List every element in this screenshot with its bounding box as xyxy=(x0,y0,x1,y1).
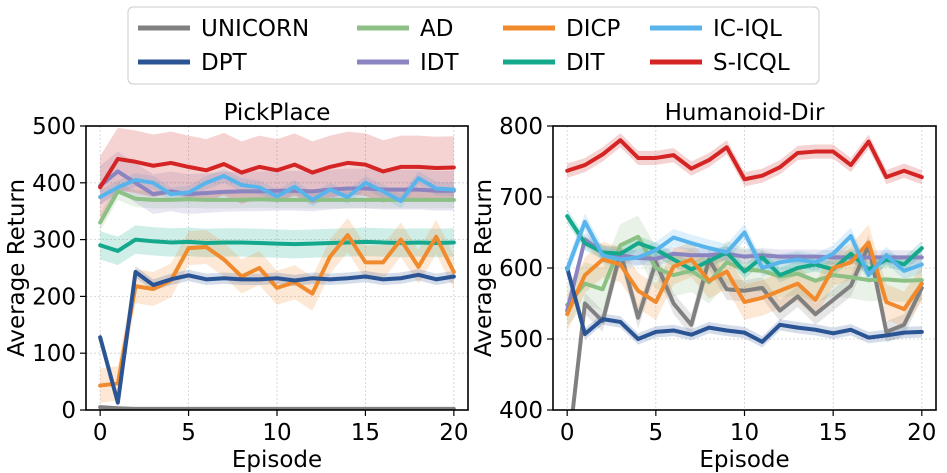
x-tick-label: 5 xyxy=(649,420,664,446)
series-line-ic-iql xyxy=(98,173,456,203)
series-line-dpt xyxy=(565,266,924,344)
series-line-ic-iql xyxy=(565,219,924,278)
pickplace-chart: 0 5 10 15 200100200300400500PickPlaceEpisode… xyxy=(4,100,469,473)
plot-area xyxy=(98,127,456,410)
series-line-unicorn xyxy=(98,405,456,410)
y-axis-label: Average Return xyxy=(471,179,497,357)
x-tick-label: 10 xyxy=(262,420,291,446)
x-tick-label: 10 xyxy=(730,420,759,446)
y-tick-label: 400 xyxy=(499,398,543,424)
x-tick-label: 15 xyxy=(351,420,380,446)
x-tick-label: 15 xyxy=(819,420,848,446)
legend-label-dicp: DICP xyxy=(566,16,621,42)
series-line-s-icql xyxy=(565,138,924,182)
legend-label-ad: AD xyxy=(420,16,453,42)
y-tick-label: 600 xyxy=(499,256,543,282)
band-dpt xyxy=(567,262,922,348)
humanoid-dir-chart: 0 5 10 15 20 400 500 600 700 800 Humanoid-Dir Episo… xyxy=(471,100,937,473)
x-tick-label: 0 xyxy=(560,420,575,446)
band-s-icql xyxy=(567,133,922,187)
series-line-dpt xyxy=(98,269,456,405)
x-tick-label: 20 xyxy=(439,420,468,446)
series-line-dicp xyxy=(98,233,456,388)
x-axis-label: Episode xyxy=(232,447,322,473)
legend-label-dpt: DPT xyxy=(201,50,248,76)
y-tick-label: 100 xyxy=(32,341,76,367)
band-dit xyxy=(567,209,922,283)
series-line-s-icql xyxy=(98,156,456,190)
plot-area xyxy=(565,133,924,410)
legend-label-dit: DIT xyxy=(566,50,605,76)
legend-label-idt: IDT xyxy=(420,50,459,76)
y-tick-label: 500 xyxy=(499,327,543,353)
x-tick-label: 5 xyxy=(181,420,196,446)
y-tick-label: 200 xyxy=(32,284,76,310)
chart-title: Humanoid-Dir xyxy=(665,100,825,126)
series-line-dicp xyxy=(565,240,924,317)
legend: UNICORN DPT AD IDT DICP DIT IC-IQL S-ICQL xyxy=(127,6,820,85)
x-axis-label: Episode xyxy=(699,447,789,473)
y-axis-label: Average Return xyxy=(4,179,30,357)
y-tick-label: 300 xyxy=(32,228,76,254)
y-tick-label: 500 xyxy=(32,114,76,140)
series-line-dit xyxy=(98,237,456,253)
x-tick-label: 0 xyxy=(93,420,108,446)
legend-label-unicorn: UNICORN xyxy=(201,16,309,42)
y-tick-label: 0 xyxy=(61,398,76,424)
y-tick-label: 800 xyxy=(499,114,543,140)
series-line-idt xyxy=(98,169,456,197)
legend-frame xyxy=(127,6,820,85)
x-tick-label: 20 xyxy=(907,420,936,446)
legend-label-s-icql: S-ICQL xyxy=(713,50,790,76)
band-ic-iql xyxy=(567,213,922,284)
band-unicorn xyxy=(571,234,922,410)
y-tick-label: 400 xyxy=(32,171,76,197)
y-tick-label: 700 xyxy=(499,185,543,211)
band-dpt xyxy=(100,266,454,409)
legend-label-ic-iql: IC-IQL xyxy=(713,16,782,42)
chart-title: PickPlace xyxy=(224,100,331,126)
